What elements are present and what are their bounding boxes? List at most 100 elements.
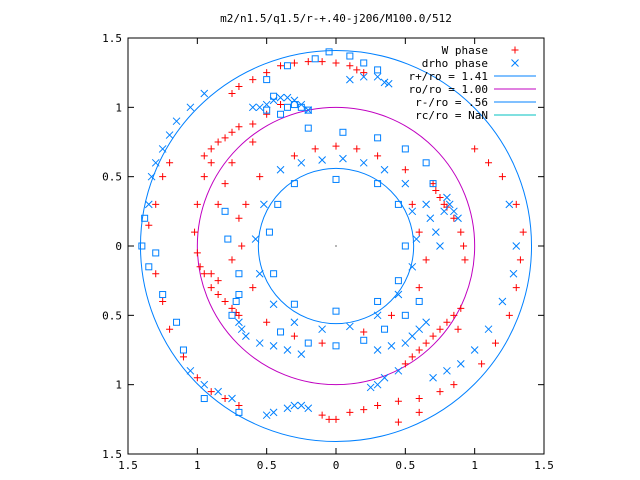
drho-phase-point: [373, 346, 382, 354]
data-points: [138, 48, 527, 426]
w-phase-point: [228, 304, 236, 312]
drho-phase-square-point: [270, 270, 278, 278]
w-phase-point: [249, 284, 257, 292]
w-phase-point: [214, 277, 222, 285]
drho-phase-point: [260, 200, 268, 209]
drho-phase-point: [436, 242, 444, 250]
drho-phase-point: [505, 200, 514, 209]
w-phase-point: [207, 388, 215, 396]
origin-dot: [335, 245, 337, 247]
drho-phase-point: [200, 380, 209, 389]
legend-label: W phase: [442, 44, 488, 57]
drho-phase-square-point: [374, 297, 382, 305]
legend-marker-plus: [511, 46, 519, 54]
drho-phase-point: [255, 103, 264, 112]
drho-phase-point: [422, 318, 430, 327]
w-phase-point: [387, 311, 395, 319]
legend-label: ro/ro = 1.00: [409, 83, 488, 96]
drho-phase-square-point: [235, 291, 243, 299]
w-phase-point: [191, 228, 199, 236]
w-phase-point: [214, 138, 222, 146]
w-phase-point: [159, 173, 167, 181]
w-phase-point: [238, 242, 246, 250]
drho-phase-square-point: [304, 339, 312, 347]
w-phase-point: [200, 270, 208, 278]
w-phase-point: [152, 200, 160, 208]
drho-phase-square-point: [290, 101, 298, 109]
w-phase-point: [450, 214, 458, 222]
y-tick-label: 1: [115, 379, 122, 392]
drho-phase-square-point: [325, 48, 333, 56]
y-tick-label: 1.5: [102, 32, 122, 45]
w-phase-point: [228, 256, 236, 264]
w-phase-point: [277, 101, 285, 109]
drho-phase-square-point: [394, 200, 402, 208]
drho-phase-square-point: [283, 62, 291, 70]
w-phase-point: [318, 339, 326, 347]
drho-phase-square-point: [232, 297, 240, 305]
drho-phase-point: [380, 165, 389, 174]
drho-phase-square-point: [179, 346, 187, 354]
drho-phase-square-point: [277, 328, 285, 336]
drho-phase-point: [151, 158, 160, 167]
w-phase-point: [332, 415, 340, 423]
drho-phase-point: [380, 78, 389, 87]
w-phase-point: [249, 120, 257, 128]
drho-phase-square-point: [374, 134, 382, 142]
w-phase-point: [346, 62, 354, 70]
drho-phase-point: [429, 373, 437, 382]
drho-phase-point: [158, 145, 167, 153]
drho-phase-point: [373, 72, 382, 81]
drho-phase-point: [290, 401, 299, 410]
w-phase-point: [166, 325, 174, 333]
drho-phase-square-point: [152, 249, 160, 257]
w-phase-point: [460, 242, 468, 250]
drho-phase-point: [269, 341, 278, 350]
drho-phase-point: [401, 179, 410, 188]
w-phase-point: [498, 173, 506, 181]
drho-phase-square-point: [263, 76, 271, 84]
drho-phase-square-point: [374, 66, 382, 74]
legend-label: r-/ro = .56: [415, 96, 488, 109]
w-phase-point: [166, 159, 174, 167]
drho-phase-square-point: [422, 159, 430, 167]
y-tick-label: 1.5: [102, 448, 122, 461]
w-phase-point: [263, 318, 271, 326]
drho-phase-point: [359, 158, 368, 167]
w-phase-point: [221, 395, 229, 403]
x-tick-label: 1.5: [118, 459, 138, 472]
w-phase-point: [360, 69, 368, 77]
drho-phase-point: [290, 96, 299, 105]
reference-circle: [139, 49, 533, 443]
legend-label: rc/ro = NaN: [415, 109, 488, 122]
w-phase-point: [325, 415, 333, 423]
w-phase-point: [457, 304, 465, 312]
drho-phase-square-point: [283, 103, 291, 111]
drho-phase-point: [318, 325, 326, 334]
w-phase-point: [346, 408, 354, 416]
drho-phase-point: [304, 404, 313, 413]
w-phase-point: [152, 270, 160, 278]
drho-phase-point: [380, 373, 389, 382]
drho-phase-square-point: [332, 307, 340, 315]
drho-phase-square-point: [401, 242, 409, 250]
drho-phase-point: [283, 346, 292, 354]
w-phase-point: [311, 145, 319, 153]
drho-phase-point: [456, 360, 465, 368]
w-phase-point: [436, 325, 444, 333]
w-phase-point: [207, 284, 215, 292]
w-phase-point: [353, 66, 361, 74]
drho-phase-point: [484, 325, 493, 334]
axes: 1.5 1 0.5 0 0.5 1 1.51.510.500.511.5: [102, 32, 554, 472]
drho-phase-square-point: [265, 228, 273, 236]
w-phase-point: [290, 152, 298, 160]
chart-title: m2/n1.5/q1.5/r-+.40-j206/M100.0/512: [220, 12, 452, 25]
w-phase-point: [394, 418, 402, 426]
w-phase-point: [360, 406, 368, 414]
w-phase-point: [318, 411, 326, 419]
drho-phase-point: [445, 200, 454, 209]
w-phase-point: [374, 401, 382, 409]
drho-phase-square-point: [173, 318, 181, 326]
drho-phase-square-point: [339, 128, 347, 136]
